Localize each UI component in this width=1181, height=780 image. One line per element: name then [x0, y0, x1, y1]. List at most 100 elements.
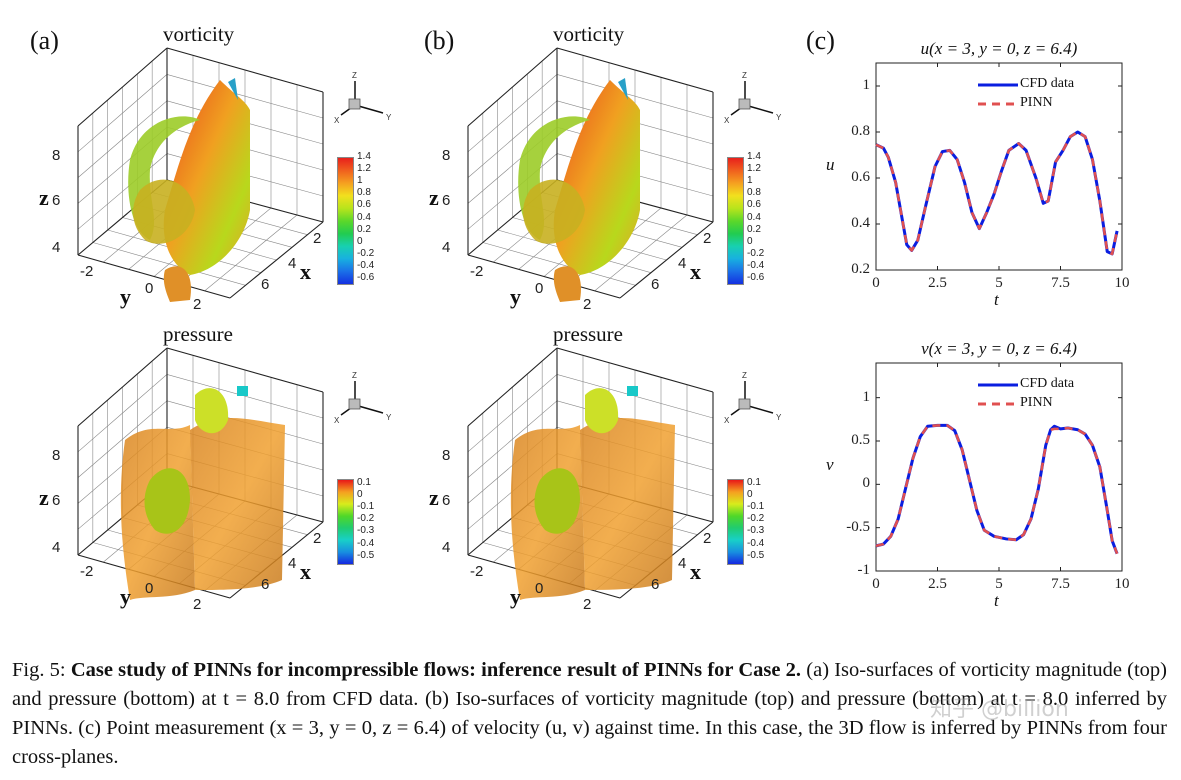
x-axis-label: x — [690, 559, 701, 584]
chart-title: v(x = 3, y = 0, z = 6.4) — [921, 339, 1077, 358]
z-axis-label: z — [429, 185, 439, 210]
x-tick-label: 4 — [678, 255, 687, 272]
z-tick-label: 8 — [52, 447, 61, 464]
y-tick-label: -2 — [80, 563, 94, 580]
y-tick-label: -2 — [80, 263, 94, 280]
colorbar-pressure — [727, 479, 744, 565]
y-tick-label: 0.5 — [851, 432, 870, 448]
line-chart-v — [875, 362, 1123, 572]
series-cfd-data — [875, 423, 1119, 555]
x-tick-label: 2.5 — [928, 275, 947, 291]
series-pinn — [875, 424, 1119, 555]
x-tick-label: 10 — [1114, 576, 1130, 592]
colorbar-tick-label: 0.4 — [357, 211, 371, 223]
colorbar-vorticity — [337, 157, 354, 285]
panel-a-vorticity-title: vorticity — [163, 22, 235, 46]
y-axis-label: v — [826, 455, 834, 474]
series-pinn — [875, 130, 1119, 256]
y-tick-label: 2 — [193, 596, 202, 613]
plot-frame — [875, 362, 1123, 572]
x-tick-label: 4 — [288, 255, 297, 272]
x-tick-label: 5 — [995, 576, 1003, 592]
x-axis-label: x — [300, 559, 311, 584]
z-tick-label: 4 — [442, 239, 451, 256]
y-tick-label: 0 — [535, 280, 544, 297]
x-axis-label: x — [300, 259, 311, 284]
z-axis-label: z — [429, 485, 439, 510]
z-tick-label: 4 — [52, 539, 61, 556]
z-tick-label: 6 — [52, 192, 61, 209]
y-tick-label: 2 — [583, 596, 592, 613]
colorbar-tick-label: 1.4 — [747, 151, 761, 162]
panel-label-a: (a) — [30, 26, 59, 55]
colorbar-tick-label: 0 — [747, 489, 753, 501]
x-tick-label: 4 — [678, 555, 687, 572]
legend-label: PINN — [1020, 95, 1053, 110]
colorbar-tick-label: -0.2 — [357, 513, 375, 525]
y-axis-label: y — [120, 284, 131, 309]
colorbar-tick-label: -0.1 — [747, 501, 765, 513]
colorbar-tick-label: 1.2 — [357, 163, 371, 175]
x-tick-label: 2 — [313, 230, 322, 247]
colorbar-tick-label: 0.6 — [747, 199, 761, 211]
colorbar-tick-label: 0.8 — [747, 187, 761, 199]
iso-surface-plot-a-pressure — [77, 347, 324, 600]
triad-z-label: Z — [742, 71, 747, 80]
colorbar-tick-label: 0 — [747, 235, 753, 247]
y-axis-label: y — [120, 584, 131, 609]
triad-z-label: Z — [352, 371, 357, 380]
iso-surfaces — [128, 78, 250, 302]
y-tick-label: -0.5 — [846, 518, 870, 535]
legend-label: CFD data — [1020, 76, 1075, 91]
colorbar-tick-label: 0.2 — [747, 223, 761, 235]
iso-surfaces — [510, 386, 675, 600]
z-tick-label: 8 — [442, 147, 451, 164]
z-tick-label: 6 — [442, 192, 451, 209]
colorbar-tick-label: 0.1 — [747, 477, 761, 488]
y-axis-label: y — [510, 584, 521, 609]
x-tick-label: 2.5 — [928, 576, 947, 592]
z-axis-label: z — [39, 185, 49, 210]
triad-z-label: Z — [742, 371, 747, 380]
colorbar-tick-label: 0.8 — [357, 187, 371, 199]
y-tick-label: 2 — [583, 296, 592, 313]
iso-surfaces — [120, 386, 285, 600]
caption-body: (a) Iso-surfaces of vorticity magnitude … — [12, 659, 1167, 768]
y-tick-label: 0.4 — [851, 215, 870, 231]
colorbar-tick-label: -0.6 — [747, 272, 765, 283]
line-chart-u — [875, 62, 1123, 271]
legend-label: PINN — [1020, 395, 1053, 410]
z-tick-label: 4 — [52, 239, 61, 256]
colorbar-tick-label: 0.6 — [357, 199, 371, 211]
colorbar-vorticity — [727, 157, 744, 285]
x-tick-label: 6 — [651, 276, 660, 293]
iso-surface-plot-b-pressure — [467, 347, 714, 600]
x-tick-label: 2 — [703, 230, 712, 247]
orientation-triad-icon — [340, 81, 384, 116]
x-tick-label: 2 — [313, 530, 322, 547]
colorbar-tick-label: -0.2 — [747, 513, 765, 525]
colorbar-tick-label: 0 — [357, 235, 363, 247]
colorbar-tick-label: -0.5 — [747, 549, 765, 561]
y-tick-label: 0 — [145, 580, 154, 597]
triad-x-label: X — [334, 116, 340, 125]
x-tick-label: 2 — [703, 530, 712, 547]
z-tick-label: 6 — [52, 492, 61, 509]
colorbar-tick-label: -0.4 — [357, 537, 375, 549]
triad-y-label: Y — [386, 413, 392, 422]
y-tick-label: 0 — [535, 580, 544, 597]
triad-y-label: Y — [386, 113, 392, 122]
colorbar-pressure — [337, 479, 354, 565]
y-axis-label: y — [510, 284, 521, 309]
z-axis-label: z — [39, 485, 49, 510]
colorbar-tick-label: 1 — [747, 175, 753, 187]
caption-fig-number: Fig. 5: — [12, 659, 66, 681]
colorbar-tick-label: 0.2 — [357, 223, 371, 235]
colorbar-tick-label: -0.2 — [357, 247, 375, 259]
watermark: 知乎 @billion — [930, 697, 1069, 722]
orientation-triad-icon — [730, 381, 774, 416]
x-tick-label: 0 — [872, 275, 880, 291]
colorbar-tick-label: -0.6 — [357, 272, 375, 283]
colorbar-tick-label: -0.4 — [747, 259, 765, 271]
